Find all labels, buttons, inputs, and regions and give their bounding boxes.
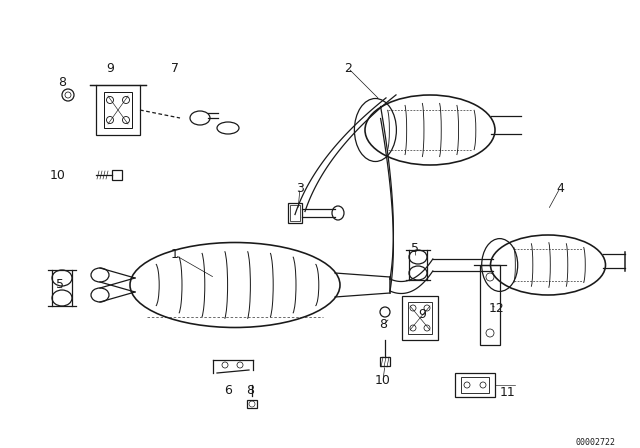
Text: 2: 2	[344, 61, 352, 74]
Bar	[408, 302, 432, 334]
Bar	[402, 296, 438, 340]
Text: 7: 7	[171, 61, 179, 74]
Text: 6: 6	[224, 383, 232, 396]
Text: 8: 8	[58, 76, 66, 89]
Bar	[290, 205, 300, 221]
Bar	[96, 85, 140, 135]
Bar	[104, 92, 132, 128]
Text: 5: 5	[411, 241, 419, 254]
Text: 10: 10	[375, 374, 391, 387]
Text: 4: 4	[556, 181, 564, 194]
Bar	[455, 373, 495, 397]
Text: 8: 8	[379, 319, 387, 332]
Text: 5: 5	[56, 279, 64, 292]
Text: 1: 1	[171, 249, 179, 262]
Bar	[380, 357, 390, 366]
Text: 9: 9	[106, 61, 114, 74]
Text: 9: 9	[418, 309, 426, 322]
Text: 8: 8	[246, 383, 254, 396]
Text: 00002722: 00002722	[575, 438, 615, 447]
Bar	[461, 377, 489, 393]
Bar	[288, 203, 302, 223]
Bar	[112, 170, 122, 180]
Bar	[480, 265, 500, 345]
Text: 11: 11	[500, 387, 516, 400]
Bar	[247, 400, 257, 408]
Text: 10: 10	[50, 168, 66, 181]
Text: 12: 12	[489, 302, 505, 314]
Text: 3: 3	[296, 181, 304, 194]
